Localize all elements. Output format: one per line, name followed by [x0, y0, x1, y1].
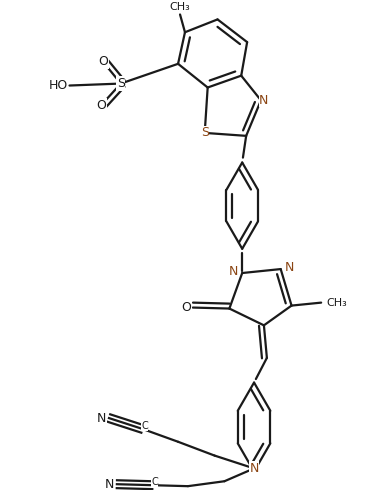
Text: S: S	[201, 126, 209, 139]
Text: C: C	[151, 477, 158, 487]
Text: S: S	[117, 77, 125, 90]
Text: N: N	[105, 478, 114, 491]
Text: O: O	[98, 55, 108, 68]
Text: CH₃: CH₃	[170, 1, 190, 11]
Text: N: N	[249, 462, 259, 475]
Text: C: C	[141, 421, 148, 431]
Text: N: N	[97, 412, 106, 425]
Text: HO: HO	[48, 79, 68, 92]
Text: O: O	[181, 301, 191, 314]
Text: N: N	[229, 265, 238, 277]
Text: CH₃: CH₃	[326, 298, 347, 308]
Text: O: O	[96, 99, 106, 112]
Text: N: N	[259, 94, 269, 107]
Text: N: N	[285, 261, 294, 274]
